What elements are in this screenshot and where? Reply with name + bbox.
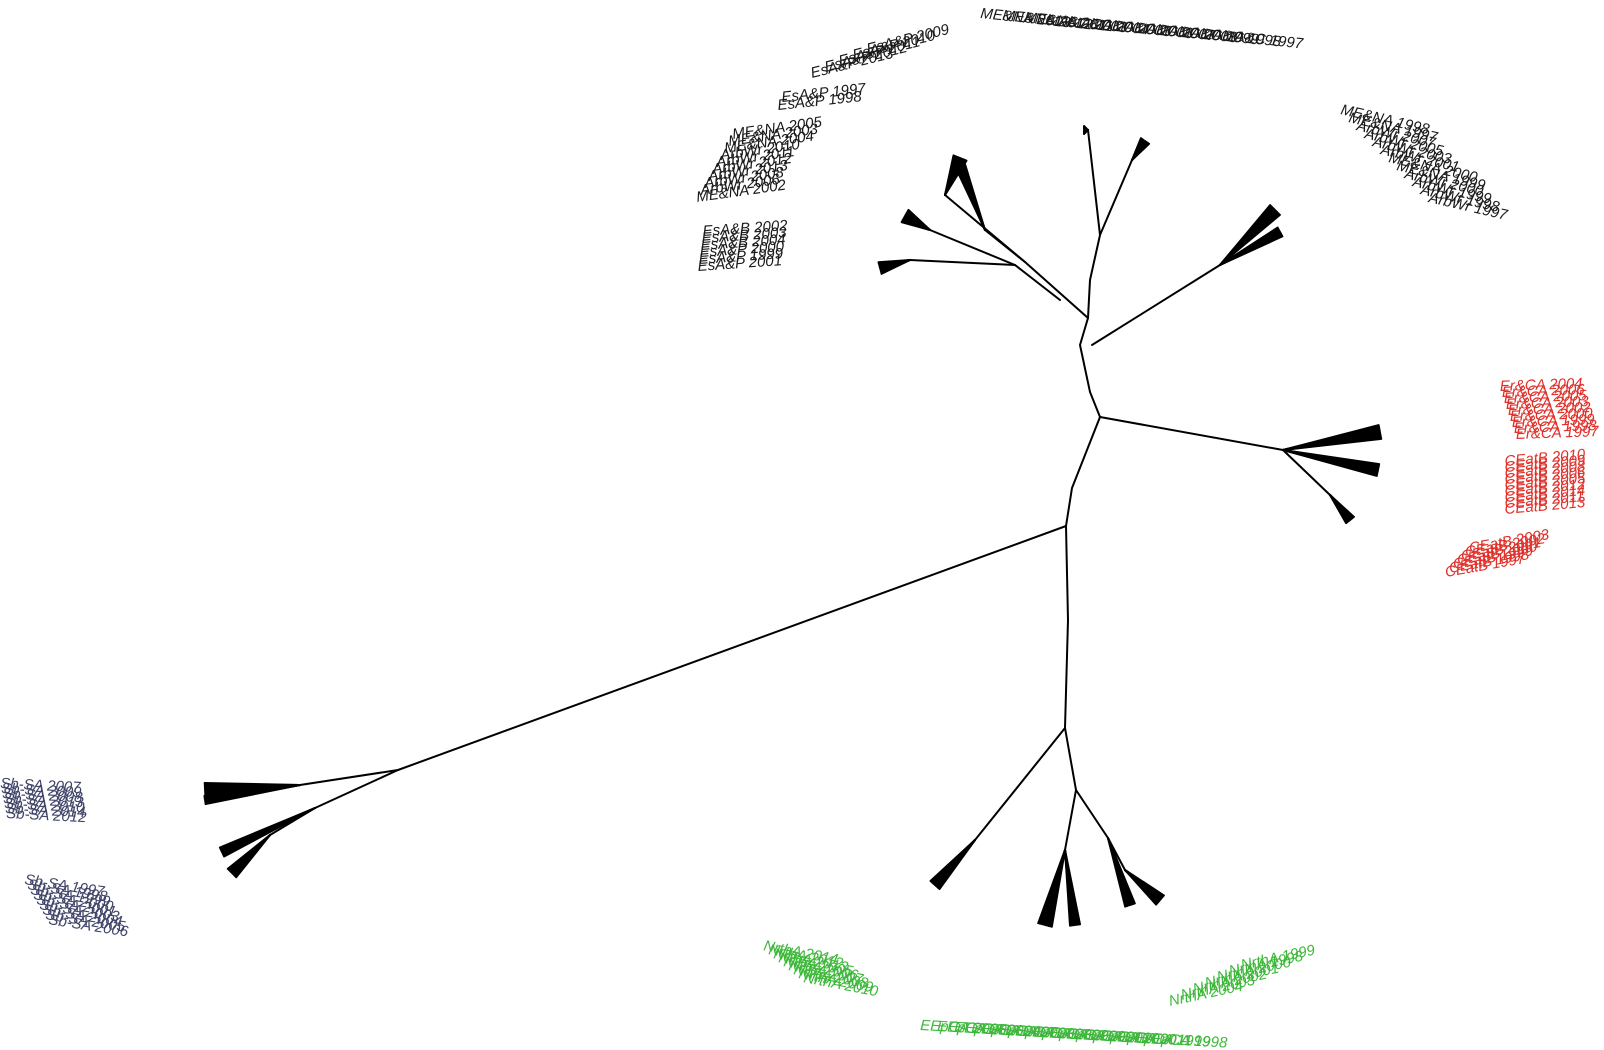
leaf-label: EEpCA 2001 (1056, 1025, 1143, 1046)
leaf-label: EEpCA 2008 (1005, 1022, 1093, 1044)
branch-ul-c2 (909, 259, 1016, 266)
leaf-label: Er&CA 2006 (1502, 381, 1586, 401)
leaf-label: EsA&B 2004 (700, 231, 786, 254)
leaf-label: EsA&B 2003 (701, 224, 788, 247)
leaf-label: EEpCA 2003 (988, 1021, 1076, 1043)
branch-lower-r1 (1064, 789, 1077, 851)
branch-ul-d (929, 229, 1016, 266)
leaf-label: EEpCA 2010 (1073, 1026, 1161, 1048)
branch-upper-mid (1087, 234, 1101, 319)
leaf-label: LtA&C 1997 (1222, 27, 1305, 52)
leaf-label: Er&CA 1997 (1516, 423, 1600, 443)
leaf-label: Er&CA 2004 (1500, 375, 1583, 395)
leaf-branch (203, 784, 301, 797)
leaf-branch (1282, 449, 1378, 477)
leaf-label: CEatB 2011 (1504, 488, 1585, 512)
leaf-branch (1083, 125, 1089, 131)
leaf-label: Er&CA 2000 (1510, 405, 1594, 425)
branch-um-b (1099, 159, 1133, 236)
leaf-branch (1219, 213, 1281, 266)
leaf-label: EEpCA 2000 (1090, 1027, 1178, 1049)
leaf-branch (929, 839, 976, 882)
leaf-branch (1124, 869, 1158, 906)
leaf-branch (963, 162, 986, 231)
leaf-branch (1037, 849, 1066, 925)
leaf-label: EEpCA 2005 (920, 1017, 1008, 1039)
tree-leaf-fans (203, 125, 1383, 928)
leaf-label: EsA&P 2001 (697, 252, 782, 275)
leaf-label: Sb-SA 2007 (0, 775, 82, 796)
leaf-label: Er&CA 1998 (1514, 417, 1598, 437)
leaf-branch (1131, 142, 1151, 161)
leaf-branch (226, 834, 271, 870)
leaf-label: EsA&P 2000 (699, 238, 785, 261)
leaf-label: Er&CA 2002 (1508, 399, 1592, 419)
leaf-label: Sb-SA 2014 (5, 800, 86, 821)
branch-upper-right (1091, 264, 1221, 346)
leaf-label: EEpCA 1998 (1141, 1030, 1229, 1050)
branch-left-b (314, 769, 399, 809)
leaf-branch (877, 259, 911, 264)
leaf-label: EEpCA 2004 (954, 1019, 1041, 1040)
branch-left-a (299, 769, 399, 786)
leaf-branch (1064, 849, 1071, 927)
leaf-label: Sb-SA 2008 (2, 785, 84, 806)
leaf-branch (1107, 837, 1127, 908)
leaf-label: EsA&B 2002 (702, 217, 789, 240)
branch-ul-b (984, 229, 1026, 263)
branch-lower-right (1064, 727, 1077, 791)
leaf-label: EEpCA 2006 (937, 1018, 1025, 1040)
branch-um-a (1087, 129, 1101, 236)
leaf-branch (1329, 494, 1348, 525)
leaf-label: CEatB 2014 (1504, 482, 1586, 506)
leaf-label: Er&CA 2005 (1504, 387, 1588, 407)
branch-backbone (1065, 416, 1101, 527)
leaf-label: Sb-SA 2009 (1, 780, 83, 801)
leaf-branch (1219, 235, 1284, 266)
leaf-branch (907, 208, 931, 231)
leaf-label: Sb-SA 2013 (3, 790, 85, 811)
branch-root-long (397, 525, 1067, 771)
branch-upper-stem (1078, 317, 1101, 418)
leaf-label: Sb-SA 2012 (6, 805, 88, 826)
leaf-label: EEpCA 2009 (1039, 1024, 1127, 1046)
branch-lower-r2 (1075, 789, 1109, 839)
branch-lower-left (974, 727, 1066, 841)
branch-lower-stem (1064, 525, 1070, 729)
leaf-branch (218, 807, 316, 849)
leaf-label: Er&CA 1999 (1512, 411, 1596, 431)
leaf-label: Er&CA 2003 (1506, 393, 1590, 413)
leaf-label: Sb-SA 2010 (4, 795, 86, 816)
leaf-label: EEpCA 2002 (1022, 1023, 1110, 1045)
leaf-branch (1282, 437, 1383, 451)
branch-upper-left (1024, 261, 1089, 319)
leaf-label: EEpCA 2007 (971, 1020, 1059, 1042)
leaf-label: EsA&P 1999 (698, 245, 784, 268)
tree-branches (269, 129, 1331, 871)
leaf-label: EEpCA 2011 (1107, 1028, 1193, 1049)
leaf-label: EEpCA 1999 (1124, 1029, 1212, 1050)
branch-ul-c (1014, 264, 1061, 301)
leaf-branch (203, 782, 301, 786)
branch-right (1099, 416, 1284, 451)
branch-right-b (1282, 449, 1331, 496)
